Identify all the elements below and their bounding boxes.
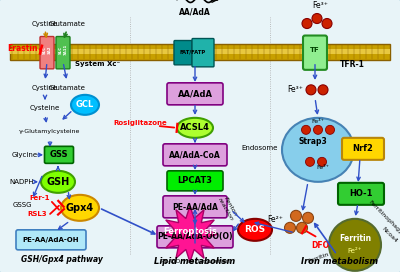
FancyBboxPatch shape [167,171,223,191]
FancyBboxPatch shape [167,83,223,105]
Text: GSH: GSH [46,177,70,187]
FancyBboxPatch shape [44,146,74,163]
Circle shape [306,85,316,95]
Circle shape [314,125,322,134]
Ellipse shape [71,95,99,115]
Circle shape [290,210,302,221]
Circle shape [318,85,328,95]
Text: Ferroptosis: Ferroptosis [163,227,217,236]
FancyBboxPatch shape [163,196,227,218]
Text: Cystine: Cystine [32,85,58,91]
Text: SLC
3A2: SLC 3A2 [43,45,51,54]
FancyBboxPatch shape [56,36,70,69]
Text: AA/AdA: AA/AdA [179,7,211,16]
Text: Fe³⁺: Fe³⁺ [287,85,303,94]
Circle shape [284,222,296,233]
Text: System Xc⁻: System Xc⁻ [75,61,120,67]
Circle shape [329,219,381,271]
Text: Erastin: Erastin [7,44,37,53]
Text: Lipid metabolism: Lipid metabolism [154,258,236,267]
FancyBboxPatch shape [174,41,192,65]
FancyBboxPatch shape [338,183,384,205]
Text: ROS: ROS [244,225,266,234]
Text: Fe²⁺: Fe²⁺ [316,165,330,170]
Text: Gpx4: Gpx4 [66,203,94,213]
Text: PE-AA/AdA-OH: PE-AA/AdA-OH [23,237,79,243]
Text: Fe²⁺: Fe²⁺ [267,215,283,224]
Text: Fe³⁺: Fe³⁺ [312,119,324,124]
Circle shape [318,157,326,166]
Ellipse shape [61,195,99,221]
Text: TFR-1: TFR-1 [340,60,365,69]
Text: Fenton
reaction: Fenton reaction [217,194,239,222]
Text: Fe²⁺: Fe²⁺ [348,248,362,254]
Text: Ferritin: Ferritin [339,234,371,243]
Text: Glutamate: Glutamate [48,20,86,27]
Text: SLC
7A11: SLC 7A11 [59,44,67,55]
Text: GSSG: GSSG [12,202,32,208]
FancyBboxPatch shape [157,226,233,248]
Text: AA/AdA-CoA: AA/AdA-CoA [169,150,221,159]
Text: Cystine: Cystine [32,20,58,27]
Circle shape [302,18,312,29]
FancyBboxPatch shape [163,144,227,166]
Ellipse shape [282,118,354,182]
Ellipse shape [238,219,272,241]
Bar [10,49,390,54]
Text: Rosiglitazone: Rosiglitazone [113,120,167,126]
Text: Endosome: Endosome [242,145,278,151]
Text: Glycine: Glycine [12,152,38,158]
Text: Ferritinophagy: Ferritinophagy [367,200,400,236]
FancyBboxPatch shape [303,36,327,70]
Text: DFO: DFO [311,241,329,250]
Ellipse shape [41,171,75,193]
FancyBboxPatch shape [40,36,54,69]
Circle shape [322,18,332,29]
FancyBboxPatch shape [342,138,384,160]
Bar [10,44,390,60]
Text: Fe³⁺: Fe³⁺ [312,1,328,10]
Text: GCL: GCL [76,100,94,109]
Text: TF: TF [310,47,320,53]
Text: GSS: GSS [50,150,68,159]
Polygon shape [162,206,218,262]
Circle shape [312,14,322,23]
Text: LPCAT3: LPCAT3 [178,176,212,185]
FancyBboxPatch shape [192,39,214,67]
Text: Fer-1: Fer-1 [30,195,50,201]
Text: Ncoa4: Ncoa4 [381,226,399,244]
Text: AA/AdA: AA/AdA [178,89,212,98]
Text: PL-OOH accumulation: PL-OOH accumulation [160,259,230,264]
Circle shape [296,222,308,233]
Text: HO-1: HO-1 [349,189,373,198]
Circle shape [326,125,334,134]
Text: PE-AA/AdA-OO(O): PE-AA/AdA-OO(O) [157,232,233,241]
Text: Iron metabolism: Iron metabolism [302,258,378,267]
Text: Strap3: Strap3 [299,137,327,146]
Circle shape [302,125,310,134]
Text: GSH/Gpx4 pathway: GSH/Gpx4 pathway [21,255,103,264]
FancyBboxPatch shape [16,230,86,250]
Text: ACSL4: ACSL4 [180,123,210,132]
Text: Nrf2: Nrf2 [352,144,374,153]
Circle shape [306,157,314,166]
Text: PE-AA/AdA: PE-AA/AdA [172,202,218,211]
Text: RSL3: RSL3 [27,211,47,217]
Circle shape [302,212,314,223]
Text: Cysteine: Cysteine [30,105,60,111]
Text: FAT/FATP: FAT/FATP [180,49,206,54]
Text: NADPH: NADPH [10,179,34,185]
Text: Glutamate: Glutamate [48,85,86,91]
Ellipse shape [177,118,213,138]
Text: Ferritin: Ferritin [307,252,329,264]
Text: γ-Glutamylcysteine: γ-Glutamylcysteine [19,129,81,134]
